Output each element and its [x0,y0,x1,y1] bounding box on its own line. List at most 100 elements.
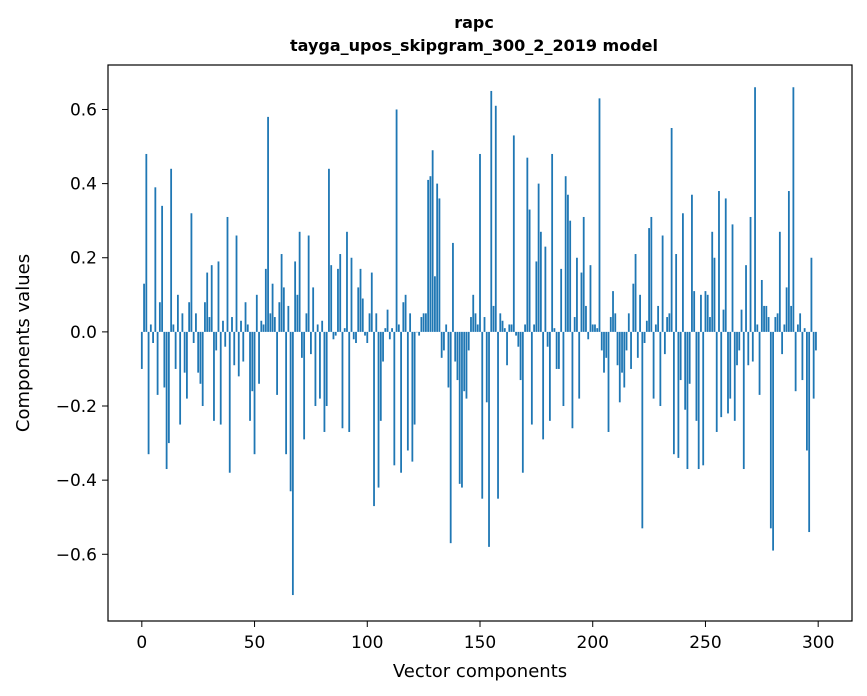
bar-91 [346,231,348,332]
bar-199 [589,265,592,332]
bar-83 [328,168,330,332]
bar-211 [616,331,619,366]
bar-70 [298,231,301,332]
bar-131 [436,183,439,332]
bar-79 [319,331,321,399]
bar-76 [312,287,315,332]
bar-55 [264,268,267,332]
bar-196 [582,216,585,332]
bar-89 [341,331,344,429]
bar-188 [564,176,567,332]
bar-197 [585,305,587,332]
bar-142 [461,331,463,488]
bar-248 [700,294,702,332]
bar-53 [260,320,263,332]
bar-258 [722,309,725,332]
bar-105 [377,331,380,488]
bar-184 [555,331,558,369]
bar-215 [625,331,628,351]
bar-140 [456,331,459,381]
bar-192 [573,317,576,332]
bar-277 [765,305,768,332]
bar-241 [684,331,687,410]
bar-77 [314,331,317,407]
bar-240 [682,213,684,332]
bar-124 [420,317,423,332]
bar-34 [217,261,220,332]
bar-6 [154,187,157,332]
bar-136 [447,331,450,388]
bar-208 [609,317,612,332]
bar-254 [713,257,716,332]
bar-47 [246,324,249,332]
chart-title: rapc [454,13,494,32]
bar-54 [262,324,265,332]
bar-267 [742,331,745,470]
bar-177 [539,231,542,332]
bar-141 [458,331,461,484]
bar-194 [578,331,581,399]
bar-222 [641,331,644,529]
bar-14 [172,324,175,332]
bar-243 [688,331,691,384]
bar-237 [675,254,678,332]
bar-156 [492,305,495,332]
bar-255 [715,331,718,432]
bar-252 [709,317,711,332]
bar-161 [503,328,506,332]
bar-246 [695,331,698,421]
bar-282 [776,313,779,332]
bar-117 [404,294,407,332]
bar-176 [537,183,540,332]
bar-294 [803,328,806,332]
bar-159 [499,313,502,332]
bar-51 [255,294,258,332]
bar-127 [427,179,430,332]
bar-253 [711,231,714,332]
bar-175 [535,261,538,332]
bar-295 [806,331,808,451]
bar-31 [210,265,213,332]
bar-104 [375,313,378,332]
bar-299 [815,331,817,351]
bar-62 [280,254,283,332]
bar-223 [643,331,646,343]
bar-195 [580,272,583,332]
bar-168 [519,331,522,381]
bar-9 [161,205,164,332]
bar-111 [391,328,393,332]
x-tick-label: 0 [136,633,147,653]
bar-21 [188,302,191,332]
bar-187 [562,331,565,407]
bar-155 [490,90,493,332]
bar-98 [361,298,364,332]
bar-132 [438,198,441,332]
bar-38 [226,216,229,332]
bar-172 [528,209,531,332]
bar-50 [253,331,256,455]
bar-148 [474,313,477,332]
bar-244 [691,194,693,332]
bar-290 [794,331,797,392]
bar-69 [296,294,299,332]
bar-114 [397,324,400,332]
bar-17 [179,331,182,425]
bar-239 [679,331,682,381]
bar-85 [332,331,335,340]
bar-236 [672,331,675,455]
bar-206 [605,331,608,358]
bar-265 [738,331,741,351]
bar-260 [727,331,729,414]
bar-281 [774,317,777,332]
bar-92 [348,331,351,432]
y-tick-label: −0.4 [56,471,97,491]
bar-256 [718,191,720,332]
bar-45 [242,331,245,362]
bar-226 [650,216,653,332]
bar-78 [316,324,319,332]
bar-44 [240,320,242,332]
x-tick-label: 200 [577,633,609,653]
bar-18 [181,313,184,332]
bar-204 [600,331,603,351]
bar-108 [384,328,387,332]
